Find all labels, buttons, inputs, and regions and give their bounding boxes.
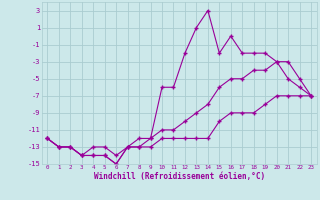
X-axis label: Windchill (Refroidissement éolien,°C): Windchill (Refroidissement éolien,°C) — [94, 172, 265, 181]
